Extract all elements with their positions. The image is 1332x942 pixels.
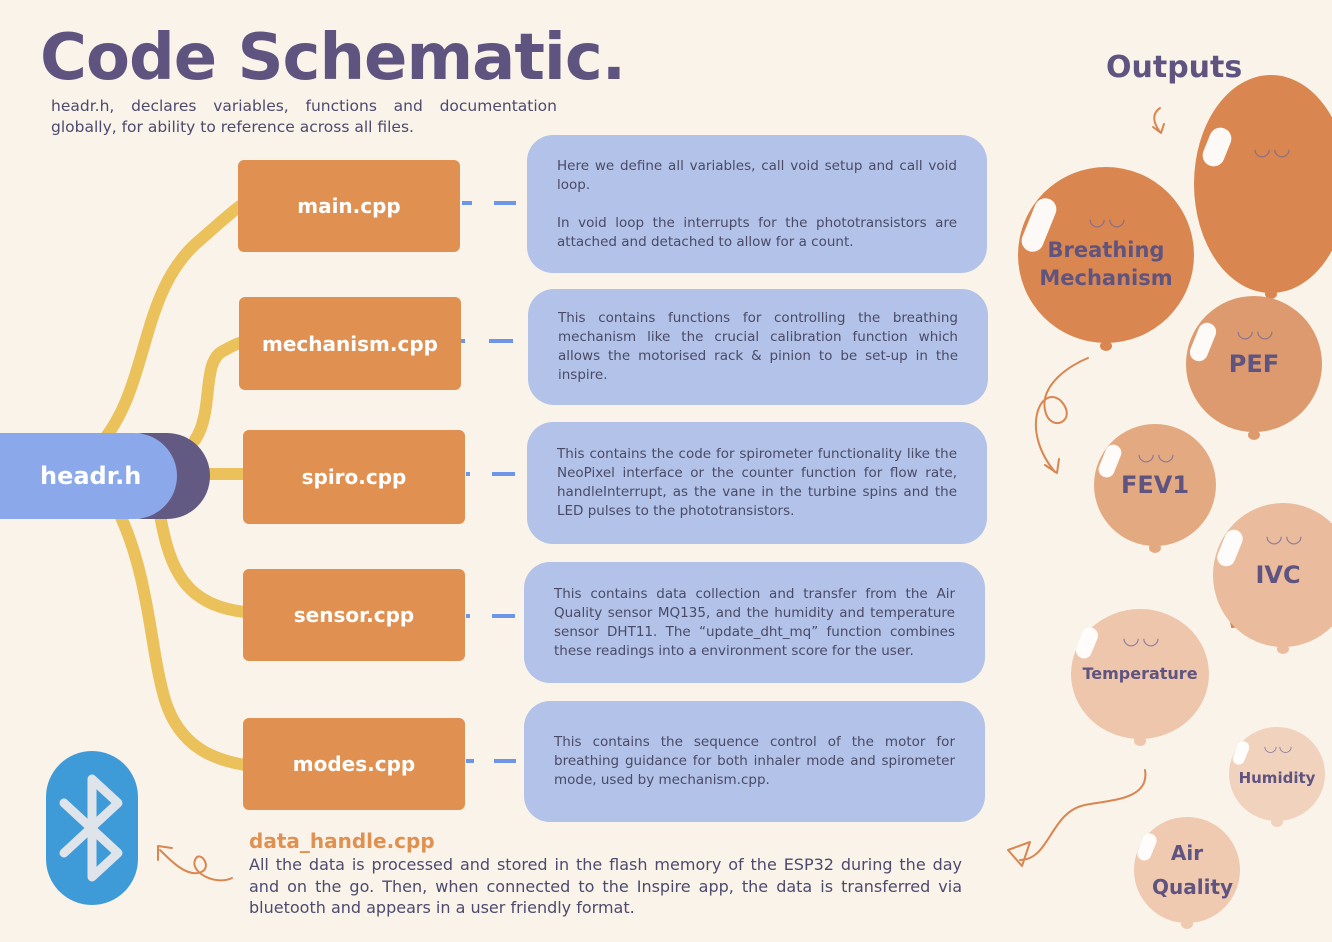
bluetooth-icon [59,774,123,882]
file-box-main[interactable]: main.cpp [238,160,460,252]
file-label: sensor.cpp [293,603,415,627]
desc-box-sensor: This contains data collection and transf… [524,562,985,683]
pill-body: headr.h [0,433,177,519]
file-box-sensor[interactable]: sensor.cpp [243,569,465,661]
header-file-node[interactable]: headr.h [0,433,210,519]
balloon-label: FEV1 [1120,470,1190,499]
balloon-label: Breathing Mechanism [1039,237,1173,290]
balloon-label: IVC [1255,560,1301,589]
desc-text: This contains the code for spirometer fu… [557,446,957,519]
smile-face: ◡ ◡ [1253,136,1290,161]
page-subtitle: headr.h, declares variables, functions a… [51,97,557,136]
file-box-mechanism[interactable]: mechanism.cpp [239,297,461,390]
balloon-label: Humidity [1238,768,1316,787]
balloon-fev1: ◡ ◡ FEV1 [1094,424,1216,553]
balloon-humidity: ◡ ◡ Humidity [1229,727,1325,827]
desc-text: This contains functions for controlling … [558,310,958,383]
decor-balloon: ◡ ◡ [1194,75,1332,299]
bluetooth-badge[interactable] [46,751,138,905]
balloon-label: PEF [1228,349,1280,378]
desc-text: This contains data collection and transf… [554,585,955,659]
branch-main [99,200,246,444]
file-label: main.cpp [297,194,401,218]
file-label: mechanism.cpp [262,331,438,356]
desc-box-spiro: This contains the code for spirometer fu… [527,422,987,544]
file-box-modes[interactable]: modes.cpp [243,718,465,810]
file-label: spiro.cpp [301,465,407,489]
arrow-outputs [1152,107,1165,134]
data-handle-text: All the data is processed and stored in … [249,855,962,917]
branch-mechanism [189,336,249,446]
smile-face: ◡ ◡ [1263,736,1292,756]
branch-modes [114,509,251,771]
balloon-ivc: ◡ ◡ IVC [1213,503,1332,654]
data-handle-title: data_handle.cpp [249,829,435,853]
balloon-temperature: ◡ ◡ Temperature [1071,609,1209,746]
page-title: Code Schematic. [40,21,626,95]
file-label: modes.cpp [292,752,416,776]
balloon-breathing-mechanism: ◡ ◡ Breathing Mechanism [1018,167,1194,351]
balloon-label: Air Quality [1152,841,1234,899]
outputs-title: Outputs [1106,50,1243,85]
file-box-spiro[interactable]: spiro.cpp [243,430,465,524]
balloon-label: Temperature [1082,664,1198,684]
desc-text: Here we define all variables, call void … [557,157,957,250]
smile-face: ◡ ◡ [1122,624,1159,649]
balloon-pef: ◡ ◡ PEF [1186,296,1322,440]
arrow-breathing-fev1 [1034,357,1089,474]
smile-face: ◡ ◡ [1137,441,1174,466]
smile-face: ◡ ◡ [1236,317,1273,342]
desc-box-main: Here we define all variables, call void … [527,135,987,273]
header-file-label: headr.h [40,462,142,490]
desc-text: This contains the sequence control of th… [554,734,955,788]
arrow-bluetooth [157,845,233,882]
smile-face: ◡ ◡ [1265,523,1302,548]
branch-sensor [154,509,251,618]
balloon-air-quality: Air Quality [1134,817,1240,929]
smile-face: ◡ ◡ [1088,205,1125,230]
arrow-data [1007,769,1147,867]
desc-box-mechanism: This contains functions for controlling … [528,289,988,405]
desc-box-modes: This contains the sequence control of th… [524,701,985,822]
